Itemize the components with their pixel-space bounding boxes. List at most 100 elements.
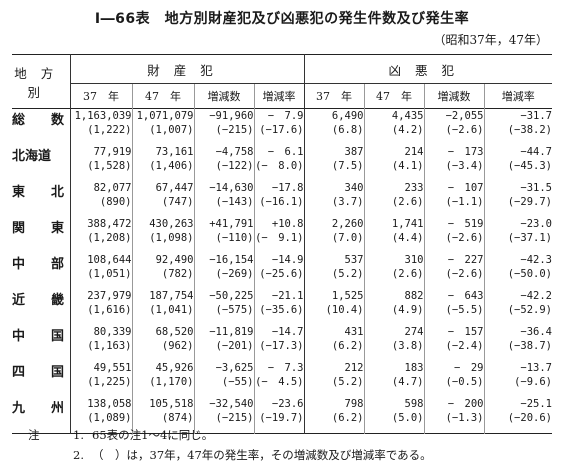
- rate-value: (−110): [215, 232, 254, 244]
- cell-violent-1972: 598 (5.0): [363, 397, 424, 434]
- rate-value: (1,051): [87, 268, 132, 280]
- cell-violent-change: − 519 (−2.6): [423, 217, 484, 253]
- footnote-text: 65表の注1～4に同じ。: [92, 428, 214, 442]
- cell-property-1962: 108,644 (1,051): [70, 253, 132, 289]
- count-value: − 107: [447, 182, 484, 194]
- table-subtitle: （昭和37年，47年）: [433, 33, 548, 47]
- table-row: 北海道 77,919 (1,528) 73,161 (1,406) −4,758 (−122…: [12, 145, 552, 181]
- count-value: 882: [404, 290, 424, 302]
- region-cell: 関 東: [12, 217, 71, 253]
- cell-property-change: −11,819 (−201): [193, 325, 254, 361]
- region-cell: 九 州: [12, 397, 71, 434]
- cell-property-1972: 1,071,079 (1,007): [131, 108, 194, 145]
- rate-value: (−215): [215, 412, 254, 424]
- count-value: 388,472: [87, 218, 132, 230]
- count-value: 340: [344, 182, 364, 194]
- rate-value: (747): [161, 196, 194, 208]
- rate-value: (−1.3): [445, 412, 484, 424]
- region-cell: 中 部: [12, 253, 71, 289]
- count-value: 67,447: [155, 182, 194, 194]
- rate-value: (4.2): [391, 124, 424, 136]
- table-row: 総 数 1,163,039 (1,222) 1,071,079 (1,007) −91,9…: [12, 108, 552, 145]
- cell-property-change: −50,225 (−575): [193, 289, 254, 325]
- count-value: −50,225: [209, 290, 254, 302]
- rate-value: (874): [161, 412, 194, 424]
- footnote-1: 注 1. 65表の注1～4に同じ。: [28, 425, 432, 445]
- property-crime-header: 財産犯: [147, 62, 227, 78]
- rate-value: (962): [161, 340, 194, 352]
- rate-value: (4.9): [391, 304, 424, 316]
- table-title: Ⅰ―66表 地方別財産犯及び凶悪犯の発生件数及び発生率: [94, 11, 470, 27]
- count-value: −21.1: [271, 290, 304, 302]
- rate-value: (1,089): [87, 412, 132, 424]
- count-value: − 7.9: [267, 110, 304, 122]
- count-value: − 200: [447, 398, 484, 410]
- footnote-2: 2. （ ）は，37年，47年の発生率，その増減数及び増減率である。: [28, 445, 432, 465]
- cell-violent-change: − 643 (−5.5): [423, 289, 484, 325]
- rate-value: (−20.6): [507, 412, 552, 424]
- rate-value: (1,041): [149, 304, 194, 316]
- cell-property-change: −32,540 (−215): [193, 397, 254, 434]
- rate-value: (890): [99, 196, 132, 208]
- table-row: 中 国 80,339 (1,163) 68,520 (962) −11,819 (−201)…: [12, 325, 552, 361]
- cell-property-1962: 77,919 (1,528): [70, 145, 132, 181]
- count-value: − 29: [454, 362, 484, 374]
- region-cell: 総 数: [12, 108, 71, 145]
- rate-value: (6.2): [331, 412, 364, 424]
- region-column-header: 地方別: [12, 54, 71, 109]
- cell-property-1962: 82,077 (890): [70, 181, 132, 217]
- count-value: −36.4: [520, 326, 552, 338]
- rate-value: (4.4): [391, 232, 424, 244]
- count-value: 310: [404, 254, 424, 266]
- cell-property-1972: 45,926 (1,170): [131, 361, 194, 397]
- count-value: 212: [344, 362, 364, 374]
- count-value: −14.7: [271, 326, 304, 338]
- cell-property-1972: 92,490 (782): [131, 253, 194, 289]
- region-cell: 東 北: [12, 181, 71, 217]
- count-value: −13.7: [520, 362, 552, 374]
- cell-violent-rate: −23.0 (−37.1): [483, 217, 552, 253]
- crime-statistics-table: 地方別 財産犯 凶悪犯 37 年 47 年 増減数 増減率 37 年 47 年 …: [12, 54, 552, 434]
- cell-violent-1962: 340 (3.7): [303, 181, 364, 217]
- rate-value: (1,225): [87, 376, 132, 388]
- count-value: −23.0: [520, 218, 552, 230]
- count-value: 4,435: [391, 110, 424, 122]
- col-header-property-rate: 増減率: [253, 83, 304, 109]
- cell-property-rate: −23.6 (−19.7): [253, 397, 304, 434]
- cell-violent-rate: −31.5 (−29.7): [483, 181, 552, 217]
- rate-value: (1,098): [149, 232, 194, 244]
- rate-value: (2.6): [391, 196, 424, 208]
- cell-property-1962: 388,472 (1,208): [70, 217, 132, 253]
- count-value: 183: [404, 362, 424, 374]
- count-value: −17.8: [271, 182, 304, 194]
- rate-value: (−17.6): [259, 124, 304, 136]
- table-body: 総 数 1,163,039 (1,222) 1,071,079 (1,007) −91,9…: [12, 108, 552, 434]
- count-value: −31.5: [520, 182, 552, 194]
- rate-value: (4.7): [391, 376, 424, 388]
- cell-violent-change: − 29 (−0.5): [423, 361, 484, 397]
- count-value: − 7.3: [267, 362, 304, 374]
- rate-value: (−29.7): [507, 196, 552, 208]
- cell-property-rate: −14.9 (−25.6): [253, 253, 304, 289]
- count-value: −3,625: [215, 362, 254, 374]
- count-value: 387: [344, 146, 364, 158]
- cell-violent-rate: −13.7 (−9.6): [483, 361, 552, 397]
- table-row: 四 国 49,551 (1,225) 45,926 (1,170) −3,625 (−55)…: [12, 361, 552, 397]
- count-value: 431: [344, 326, 364, 338]
- count-value: 187,754: [149, 290, 194, 302]
- rate-value: (−575): [215, 304, 254, 316]
- col-header-property-1972: 47 年: [131, 83, 194, 109]
- count-value: −14,630: [209, 182, 254, 194]
- rate-value: (−19.7): [259, 412, 304, 424]
- rate-value: (1,528): [87, 160, 132, 172]
- region-cell: 四 国: [12, 361, 71, 397]
- count-value: 108,644: [87, 254, 132, 266]
- cell-property-1972: 105,518 (874): [131, 397, 194, 434]
- cell-property-1962: 138,058 (1,089): [70, 397, 132, 434]
- rate-value: (1,406): [149, 160, 194, 172]
- count-value: +41,791: [209, 218, 254, 230]
- rate-value: (−55): [221, 376, 254, 388]
- count-value: −42.2: [520, 290, 552, 302]
- cell-property-rate: − 7.9 (−17.6): [253, 108, 304, 145]
- rate-value: (−38.2): [507, 124, 552, 136]
